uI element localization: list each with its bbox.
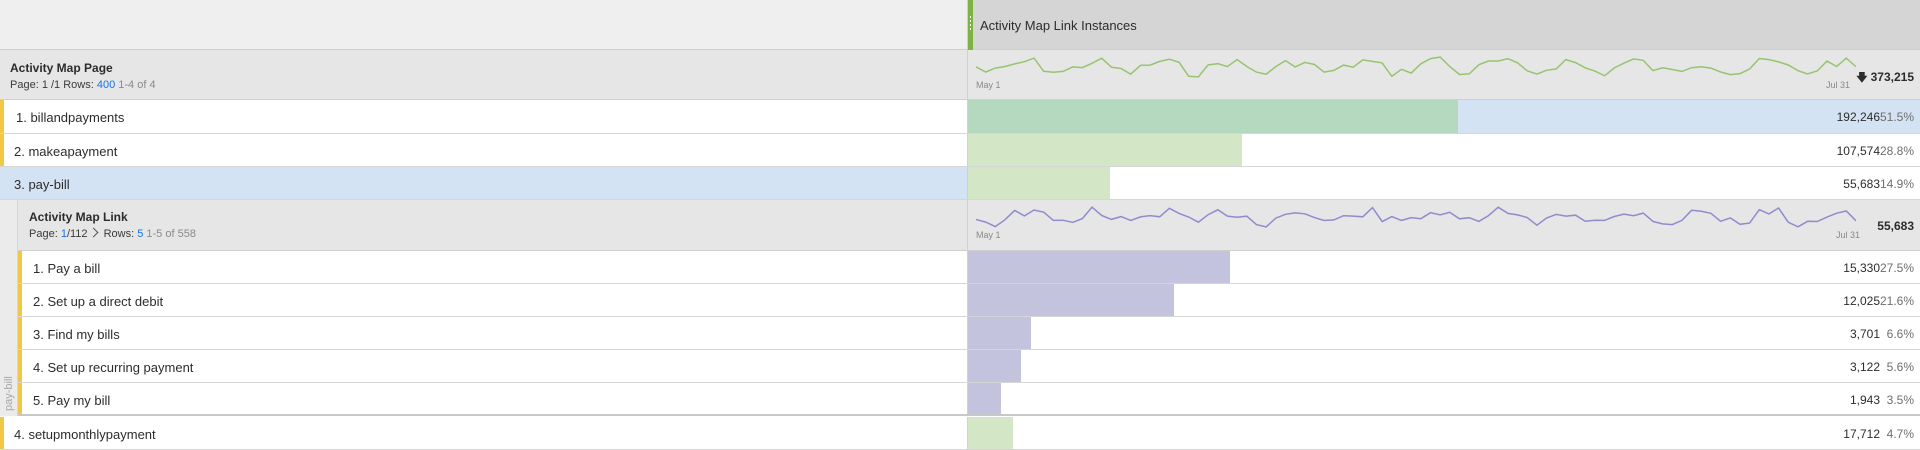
sparkline-series: [976, 56, 1856, 78]
column-total: 55,683: [1877, 219, 1914, 233]
table-row[interactable]: 5. Pay my bill 1,943 3.5%: [18, 383, 1920, 416]
row-percent: 21.6%: [1880, 294, 1915, 308]
column-total: 🡇 373,215: [1856, 69, 1914, 88]
row-stripe: [18, 317, 22, 349]
value-bar: [968, 100, 1458, 133]
row-percent: 5.6%: [1886, 360, 1914, 374]
pagination-info: Page: 1 /1 Rows: 400 1-4 of 4: [10, 79, 156, 91]
row-value: 192,246: [1836, 110, 1880, 124]
row-label[interactable]: 4. setupmonthlypayment: [14, 427, 156, 442]
row-value: 15,330: [1843, 261, 1880, 275]
row-stripe: [18, 251, 22, 283]
row-value: 55,683: [1843, 177, 1880, 191]
table-row[interactable]: 2. makeapayment 107,574 28.8%: [0, 134, 1920, 167]
row-label[interactable]: 3. pay-bill: [14, 177, 70, 192]
row-label[interactable]: 2. Set up a direct debit: [33, 294, 164, 309]
row-stripe: [0, 100, 4, 133]
row-label[interactable]: 3. Find my bills: [33, 327, 120, 342]
download-icon: 🡇: [1856, 72, 1868, 84]
row-percent: 3.5%: [1886, 393, 1914, 407]
link-dimension-summary: Activity Map Link Page: 1/112 Rows: 5 1-…: [18, 200, 1920, 251]
row-stripe: [18, 284, 22, 316]
rows-label: Rows:: [103, 228, 135, 240]
row-label[interactable]: 5. Pay my bill: [33, 393, 111, 408]
value-bar: [968, 251, 1230, 283]
table-header: Activity Map Link Instances: [0, 0, 1920, 50]
row-value: 12,025: [1843, 294, 1880, 308]
sparkline-series: [976, 206, 1856, 228]
metric-title[interactable]: Activity Map Link Instances: [980, 18, 1137, 33]
rows-selector[interactable]: 5: [137, 228, 144, 240]
row-label[interactable]: 1. Pay a bill: [33, 261, 101, 276]
row-label[interactable]: 1. billandpayments: [16, 110, 125, 125]
row-stripe: [18, 350, 22, 382]
range-text: 1-4 of 4: [118, 79, 156, 91]
table-row[interactable]: 3. Find my bills 3,701 6.6%: [18, 317, 1920, 350]
value-bar: [968, 134, 1242, 166]
row-value: 3,122: [1849, 360, 1880, 374]
rows-label: Rows:: [63, 79, 94, 91]
summary-sparkline-cell: May 1 Jul 31 🡇 373,215: [968, 50, 1920, 99]
sparkline-chart: [976, 206, 1856, 228]
row-percent: 4.7%: [1886, 427, 1914, 441]
value-bar: [968, 383, 1001, 414]
row-value: 1,943: [1849, 393, 1880, 407]
dimension-header-cell: [0, 0, 968, 49]
summary-sparkline-cell: May 1 Jul 31 55,683: [968, 200, 1920, 250]
dimension-title[interactable]: Activity Map Page: [10, 61, 113, 75]
metric-header-cell[interactable]: Activity Map Link Instances: [968, 0, 1920, 50]
row-stripe: [18, 383, 22, 414]
row-percent: 6.6%: [1886, 327, 1914, 341]
row-label[interactable]: 4. Set up recurring payment: [33, 360, 194, 375]
row-stripe: [0, 417, 4, 449]
row-percent: 28.8%: [1880, 144, 1915, 158]
row-percent: 51.5%: [1880, 110, 1915, 124]
table-row[interactable]: 2. Set up a direct debit 12,025 21.6%: [18, 284, 1920, 317]
row-percent: 14.9%: [1880, 177, 1915, 191]
breakdown-side-label: pay-bill: [0, 200, 18, 416]
total-value: 373,215: [1870, 70, 1914, 84]
table-row[interactable]: 1. billandpayments 192,246 51.5%: [0, 100, 1920, 134]
sparkline-end-label: Jul 31: [1836, 230, 1861, 240]
pagination-info: Page: 1/112 Rows: 5 1-5 of 558: [29, 227, 196, 240]
row-value: 107,574: [1836, 144, 1880, 158]
table-row-selected[interactable]: 3. pay-bill 55,683 14.9%: [0, 167, 1920, 200]
value-bar: [968, 167, 1110, 199]
value-bar: [968, 350, 1021, 382]
page-dimension-summary: Activity Map Page Page: 1 /1 Rows: 400 1…: [0, 50, 1920, 100]
breakdown-parent-label: pay-bill: [3, 376, 15, 411]
table-row[interactable]: 4. setupmonthlypayment 17,712 4.7%: [0, 417, 1920, 450]
chevron-right-icon[interactable]: [88, 227, 98, 238]
sparkline-end-label: Jul 31: [1826, 80, 1851, 90]
page-label: Page:: [10, 79, 39, 91]
table-row[interactable]: 1. Pay a bill 15,330 27.5%: [18, 251, 1920, 284]
row-value: 3,701: [1849, 327, 1880, 341]
sparkline-chart: [976, 56, 1856, 78]
page-total: /112: [66, 228, 88, 240]
row-percent: 27.5%: [1880, 261, 1915, 275]
value-bar: [968, 317, 1031, 349]
range-text: 1-5 of 558: [146, 228, 196, 240]
rows-selector[interactable]: 400: [96, 79, 116, 91]
value-bar: [968, 284, 1174, 316]
value-bar: [968, 417, 1013, 449]
row-label[interactable]: 2. makeapayment: [14, 144, 118, 159]
column-drag-handle[interactable]: [968, 0, 973, 50]
page-label: Page:: [29, 228, 58, 240]
page-value: 1 /1: [41, 79, 61, 91]
dimension-title[interactable]: Activity Map Link: [29, 210, 128, 224]
sparkline-start-label: May 1: [976, 230, 1001, 240]
page-current[interactable]: 1: [60, 228, 67, 240]
row-value: 17,712: [1843, 427, 1880, 441]
table-row[interactable]: 4. Set up recurring payment 3,122 5.6%: [18, 350, 1920, 383]
sparkline-start-label: May 1: [976, 80, 1001, 90]
row-stripe: [0, 134, 4, 166]
